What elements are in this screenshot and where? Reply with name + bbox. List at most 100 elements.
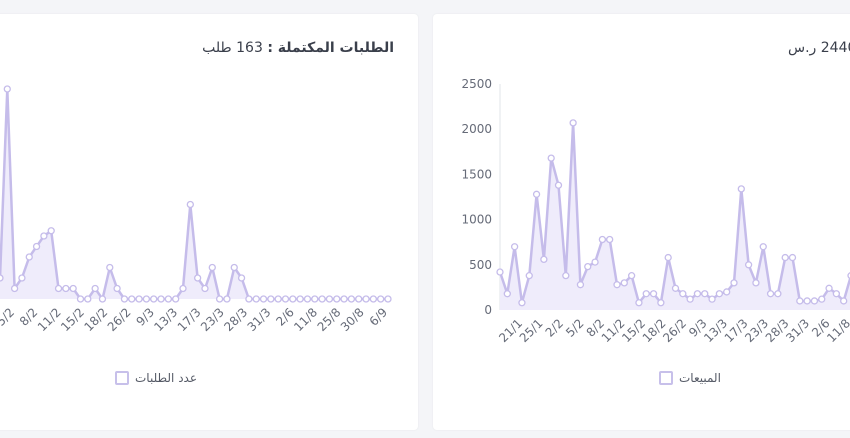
data-point[interactable] xyxy=(496,268,504,276)
data-point[interactable] xyxy=(69,284,77,293)
data-point[interactable] xyxy=(525,271,533,280)
data-point[interactable] xyxy=(664,253,672,262)
data-point[interactable] xyxy=(318,295,326,303)
data-point[interactable] xyxy=(179,284,187,293)
data-point[interactable] xyxy=(649,290,658,298)
data-point[interactable] xyxy=(540,255,548,264)
data-point[interactable] xyxy=(47,227,55,235)
data-point[interactable] xyxy=(377,295,385,303)
data-point[interactable] xyxy=(150,295,158,303)
data-point[interactable] xyxy=(510,243,519,251)
data-point[interactable] xyxy=(818,295,826,303)
data-point[interactable] xyxy=(362,295,370,303)
data-point[interactable] xyxy=(384,295,392,303)
data-point[interactable] xyxy=(311,295,319,303)
data-point[interactable] xyxy=(25,253,33,261)
data-point[interactable] xyxy=(128,295,136,303)
data-point[interactable] xyxy=(54,284,63,293)
data-point[interactable] xyxy=(113,284,121,293)
data-point[interactable] xyxy=(803,297,811,305)
data-point[interactable] xyxy=(0,274,4,282)
data-point[interactable] xyxy=(591,258,599,266)
data-point[interactable] xyxy=(832,290,841,298)
data-point[interactable] xyxy=(584,262,592,271)
data-point[interactable] xyxy=(32,242,41,251)
data-point[interactable] xyxy=(303,295,312,303)
data-point[interactable] xyxy=(554,181,563,189)
data-point[interactable] xyxy=(671,284,680,292)
data-point[interactable] xyxy=(252,295,260,303)
data-point[interactable] xyxy=(76,295,85,303)
data-point[interactable] xyxy=(186,200,194,209)
sales-legend[interactable]: المبيعات xyxy=(659,371,721,385)
data-point[interactable] xyxy=(267,295,275,303)
data-point[interactable] xyxy=(106,263,114,272)
data-point[interactable] xyxy=(759,243,767,251)
data-point[interactable] xyxy=(281,295,290,303)
data-point[interactable] xyxy=(215,295,224,303)
data-point[interactable] xyxy=(208,263,216,272)
data-point[interactable] xyxy=(752,279,760,287)
data-point[interactable] xyxy=(774,290,782,298)
data-point[interactable] xyxy=(737,185,745,193)
data-point[interactable] xyxy=(810,297,819,305)
data-point[interactable] xyxy=(135,295,143,303)
data-point[interactable] xyxy=(164,295,173,303)
data-point[interactable] xyxy=(598,235,607,244)
data-point[interactable] xyxy=(201,284,209,293)
data-point[interactable] xyxy=(635,299,643,307)
data-point[interactable] xyxy=(296,295,304,303)
data-point[interactable] xyxy=(223,295,231,303)
data-point[interactable] xyxy=(157,295,165,303)
data-point[interactable] xyxy=(503,290,511,298)
data-point[interactable] xyxy=(730,279,738,287)
data-point[interactable] xyxy=(62,284,70,293)
data-point[interactable] xyxy=(569,119,577,127)
data-point[interactable] xyxy=(627,271,636,280)
data-point[interactable] xyxy=(686,295,694,303)
data-point[interactable] xyxy=(840,297,848,305)
data-point[interactable] xyxy=(142,295,151,303)
data-point[interactable] xyxy=(518,299,526,307)
data-point[interactable] xyxy=(613,281,621,289)
data-point[interactable] xyxy=(788,253,797,262)
data-point[interactable] xyxy=(620,279,628,287)
data-point[interactable] xyxy=(547,154,555,162)
data-point[interactable] xyxy=(723,288,731,296)
data-point[interactable] xyxy=(289,295,297,303)
data-point[interactable] xyxy=(708,295,716,303)
data-point[interactable] xyxy=(84,295,92,303)
data-point[interactable] xyxy=(606,235,614,244)
data-point[interactable] xyxy=(40,232,48,240)
data-point[interactable] xyxy=(781,253,789,262)
data-point[interactable] xyxy=(347,295,356,303)
data-point[interactable] xyxy=(10,284,19,293)
data-point[interactable] xyxy=(744,261,753,269)
data-point[interactable] xyxy=(532,190,541,198)
data-point[interactable] xyxy=(369,295,378,303)
data-point[interactable] xyxy=(340,295,348,303)
data-point[interactable] xyxy=(172,295,180,303)
orders-legend[interactable]: عدد الطلبات xyxy=(115,371,197,385)
data-point[interactable] xyxy=(701,290,709,298)
data-point[interactable] xyxy=(825,284,833,292)
data-point[interactable] xyxy=(18,274,26,282)
data-point[interactable] xyxy=(193,274,202,282)
data-point[interactable] xyxy=(91,284,99,293)
data-point[interactable] xyxy=(679,290,687,298)
data-point[interactable] xyxy=(3,85,11,93)
data-point[interactable] xyxy=(259,295,268,303)
data-point[interactable] xyxy=(230,263,238,272)
data-point[interactable] xyxy=(657,299,665,307)
data-point[interactable] xyxy=(333,295,341,303)
data-point[interactable] xyxy=(642,290,650,298)
data-point[interactable] xyxy=(98,295,107,303)
data-point[interactable] xyxy=(120,295,129,303)
data-point[interactable] xyxy=(715,290,724,298)
data-point[interactable] xyxy=(355,295,363,303)
data-point[interactable] xyxy=(245,295,253,303)
data-point[interactable] xyxy=(693,290,702,298)
data-point[interactable] xyxy=(325,295,334,303)
data-point[interactable] xyxy=(796,297,804,305)
data-point[interactable] xyxy=(766,290,775,298)
